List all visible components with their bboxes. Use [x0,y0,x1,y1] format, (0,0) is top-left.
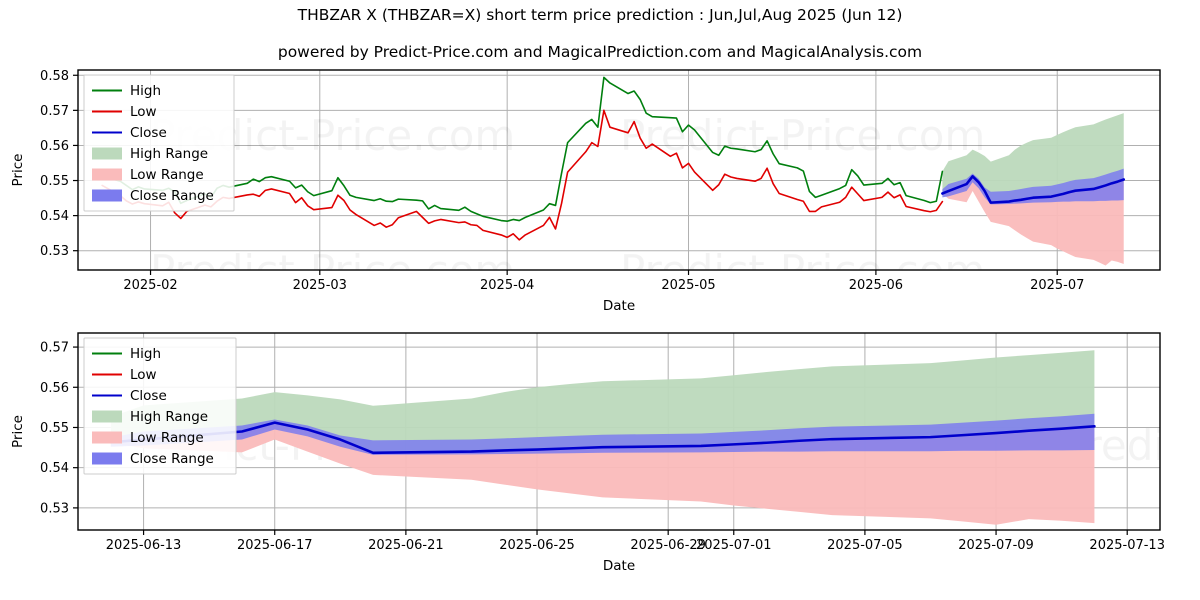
x-tick-label: 2025-07-09 [958,538,1034,553]
y-axis-title: Price [10,415,26,448]
chart-legend: High Low Close High Range Low Range Close Ran… [83,74,235,212]
y-axis-title: Price [10,154,26,187]
x-tick-label: 2025-06-29 [630,538,706,553]
legend-item: Close Range [92,451,214,467]
legend-item: High Range [92,409,208,425]
close-series-line [109,421,1096,455]
legend-item: High [92,83,161,99]
legend-item-label: High [130,346,161,362]
legend-item: Low [92,367,157,383]
x-tick-label: 2025-06 [849,278,903,293]
plot-border [77,69,1161,271]
x-tick-label: 2025-05 [661,278,715,293]
legend-item-label: Close [130,388,167,404]
legend-item-label: Low Range [130,167,204,183]
legend-item: Close [92,388,167,404]
y-tick-label: 0.54 [40,461,69,476]
legend-band-swatch [92,452,122,465]
y-tick-label: 0.56 [40,381,69,396]
legend-item-label: Close [130,125,167,141]
x-tick-label: 2025-07-05 [827,538,903,553]
y-tick-label: 0.54 [40,209,69,224]
legend-item: High [92,346,161,362]
page-subtitle: powered by Predict-Price.com and Magical… [277,43,923,61]
x-tick-label: 2025-02 [123,278,177,293]
legend-item-label: Low Range [130,430,204,446]
watermark-text: Predict-Price.com [620,111,985,160]
x-tick-label: 2025-07 [1030,278,1084,293]
x-tick-label: 2025-06-13 [106,538,182,553]
y-tick-label: 0.58 [40,69,69,84]
y-tick-label: 0.56 [40,139,69,154]
zoom-chart: Predict-Price.comPredict-Price.comPredic… [10,332,1165,574]
legend-item-label: Low [130,367,157,383]
watermark-layer: Predict-Price.com Predict-Price.com Predic… [150,111,985,295]
legend-item: Low Range [92,167,204,183]
legend-item: Close Range [92,188,214,204]
y-tick-label: 0.55 [40,421,69,436]
watermark-text: Predict-Price.com [620,246,985,295]
close-range-band [110,413,1095,455]
legend-item: High Range [92,146,208,162]
legend-band-swatch [92,431,122,444]
low-series-line [101,109,944,241]
chart-legend: High Low Close High Range Low Range Close Ran… [83,337,237,475]
legend-band-swatch [92,410,122,423]
close-series-line [941,175,1126,204]
y-tick-label: 0.55 [40,174,69,189]
y-tick-label: 0.53 [40,244,69,259]
x-tick-label: 2025-07-13 [1089,538,1165,553]
legend-band-swatch [92,147,122,160]
legend-item-label: Close Range [130,188,214,204]
legend-item: Low [92,104,157,120]
x-tick-label: 2025-07-01 [696,538,772,553]
legend-item-label: Low [130,104,157,120]
x-tick-label: 2025-04 [480,278,534,293]
legend-item-label: High Range [130,146,208,162]
legend-item: Low Range [92,430,204,446]
overview-chart: Predict-Price.com Predict-Price.com Predic… [10,69,1161,310]
y-tick-label: 0.57 [40,104,69,119]
x-tick-label: 2025-06-17 [237,538,313,553]
x-axis-title: Date [603,298,635,310]
x-tick-label: 2025-06-25 [499,538,575,553]
high-series-line [101,76,944,223]
x-tick-label: 2025-06-21 [368,538,444,553]
x-tick-label: 2025-03 [293,278,347,293]
y-tick-label: 0.53 [40,501,69,516]
legend-item-label: High [130,83,161,99]
legend-band-swatch [92,189,122,202]
x-axis-title: Date [603,558,635,574]
watermark-text: Predict-Price.com [150,246,515,295]
legend-item-label: Close Range [130,451,214,467]
legend-band-swatch [92,168,122,181]
legend-item-label: High Range [130,409,208,425]
plot-border [77,332,1161,531]
y-tick-label: 0.57 [40,341,69,356]
legend-item: Close [92,125,167,141]
page-title: THBZAR X (THBZAR=X) short term price pre… [297,6,903,24]
